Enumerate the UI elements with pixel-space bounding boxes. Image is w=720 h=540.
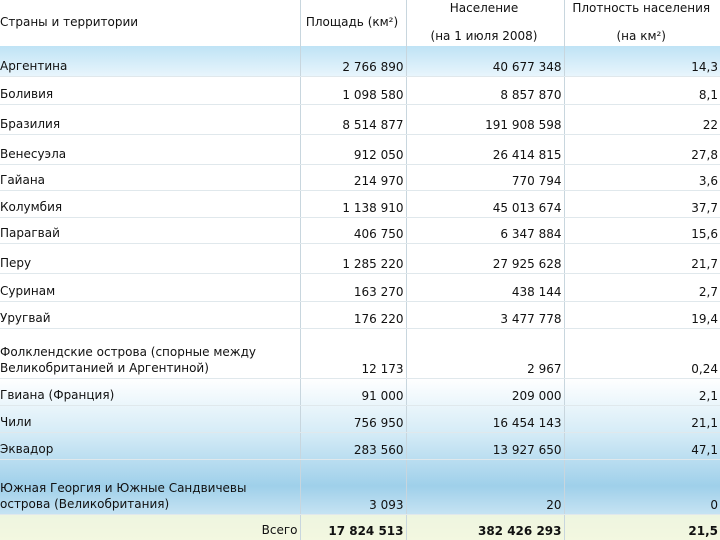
country-cell: Боливия: [0, 76, 300, 105]
number-cell: 191 908 598: [405, 104, 564, 135]
header-cell: Плотность населения (на км²): [563, 0, 720, 46]
header-cell: Площадь (км²): [299, 0, 406, 46]
table-row: Боливия 1 098 580 8 857 870 8,1: [0, 76, 720, 105]
number-cell: 756 950: [299, 405, 406, 433]
number-cell: 438 144: [405, 273, 564, 302]
number-cell: 6 347 884: [405, 217, 564, 244]
header-text: Плотность населения: [572, 1, 711, 15]
number-cell: 209 000: [405, 378, 564, 406]
country-cell: Аргентина: [0, 46, 300, 77]
number-cell: 26 414 815: [405, 134, 564, 165]
country-cell: Гвиана (Франция): [0, 378, 300, 406]
number-cell: 406 750: [299, 217, 406, 244]
table-row: Венесуэла 912 050 26 414 815 27,8: [0, 134, 720, 165]
header-text: Население: [449, 1, 519, 15]
number-cell: 2 967: [405, 328, 564, 379]
number-cell: 3 477 778: [405, 301, 564, 329]
number-cell: 21,7: [563, 243, 720, 274]
table-row: Суринам 163 270 438 144 2,7: [0, 273, 720, 302]
country-cell: Эквадор: [0, 432, 300, 460]
number-cell: 1 138 910: [299, 190, 406, 218]
number-cell: 8 857 870: [405, 76, 564, 105]
number-cell: 22: [563, 104, 720, 135]
table-row: Эквадор 283 560 13 927 650 47,1: [0, 432, 720, 460]
number-cell: 0: [563, 459, 720, 515]
number-cell: 21,5: [563, 514, 720, 540]
number-cell: 382 426 293: [405, 514, 564, 540]
number-cell: 15,6: [563, 217, 720, 244]
country-cell: Южная Георгия и Южные Сандвичевы острова…: [0, 459, 300, 515]
header-cell: Страны и территории: [0, 15, 139, 29]
table-row: Фолклендские острова (спорные между Вели…: [0, 328, 720, 379]
number-cell: 176 220: [299, 301, 406, 329]
country-cell: Уругвай: [0, 301, 300, 329]
table-row: Гайана 214 970 770 794 3,6: [0, 164, 720, 191]
number-cell: 1 285 220: [299, 243, 406, 274]
number-cell: 1 098 580: [299, 76, 406, 105]
number-cell: 3,6: [563, 164, 720, 191]
table-row: Перу 1 285 220 27 925 628 21,7: [0, 243, 720, 274]
table-row: Уругвай 176 220 3 477 778 19,4: [0, 301, 720, 329]
number-cell: 214 970: [299, 164, 406, 191]
header-cell: Население (на 1 июля 2008): [405, 0, 564, 46]
header-subtext: (на км²): [616, 29, 667, 43]
number-cell: 2,7: [563, 273, 720, 302]
number-cell: 27 925 628: [405, 243, 564, 274]
number-cell: 12 173: [299, 328, 406, 379]
number-cell: 45 013 674: [405, 190, 564, 218]
number-cell: 3 093: [299, 459, 406, 515]
table-row: Парагвай 406 750 6 347 884 15,6: [0, 217, 720, 244]
country-cell: Бразилия: [0, 104, 300, 135]
country-cell: Перу: [0, 243, 300, 274]
number-cell: 37,7: [563, 190, 720, 218]
number-cell: 16 454 143: [405, 405, 564, 433]
number-cell: 8,1: [563, 76, 720, 105]
table-row: Всего 17 824 513 382 426 293 21,5: [0, 514, 720, 540]
country-cell: Парагвай: [0, 217, 300, 244]
header-subtext: (на 1 июля 2008): [430, 29, 538, 43]
table-row: Колумбия 1 138 910 45 013 674 37,7: [0, 190, 720, 218]
number-cell: 47,1: [563, 432, 720, 460]
country-cell: Фолклендские острова (спорные между Вели…: [0, 328, 300, 379]
number-cell: 27,8: [563, 134, 720, 165]
table-row: Южная Георгия и Южные Сандвичевы острова…: [0, 459, 720, 515]
number-cell: 20: [405, 459, 564, 515]
country-cell: Гайана: [0, 164, 300, 191]
country-cell: Всего: [0, 514, 300, 540]
country-cell: Суринам: [0, 273, 300, 302]
number-cell: 2 766 890: [299, 46, 406, 77]
number-cell: 163 270: [299, 273, 406, 302]
number-cell: 8 514 877: [299, 104, 406, 135]
number-cell: 91 000: [299, 378, 406, 406]
number-cell: 13 927 650: [405, 432, 564, 460]
table-body: Аргентина 2 766 890 40 677 348 14,3 Боливия 1…: [0, 46, 720, 540]
table-row: Гвиана (Франция) 91 000 209 000 2,1: [0, 378, 720, 406]
table-row: Аргентина 2 766 890 40 677 348 14,3: [0, 46, 720, 77]
number-cell: 283 560: [299, 432, 406, 460]
number-cell: 21,1: [563, 405, 720, 433]
number-cell: 17 824 513: [299, 514, 406, 540]
country-cell: Колумбия: [0, 190, 300, 218]
header-row: Страны и территории Площадь (км²) Населе…: [0, 0, 720, 46]
table-row: Чили 756 950 16 454 143 21,1: [0, 405, 720, 433]
table-row: Бразилия 8 514 877 191 908 598 22: [0, 104, 720, 135]
number-cell: 770 794: [405, 164, 564, 191]
country-cell: Венесуэла: [0, 134, 300, 165]
number-cell: 40 677 348: [405, 46, 564, 77]
number-cell: 14,3: [563, 46, 720, 77]
number-cell: 19,4: [563, 301, 720, 329]
number-cell: 912 050: [299, 134, 406, 165]
number-cell: 2,1: [563, 378, 720, 406]
number-cell: 0,24: [563, 328, 720, 379]
country-cell: Чили: [0, 405, 300, 433]
